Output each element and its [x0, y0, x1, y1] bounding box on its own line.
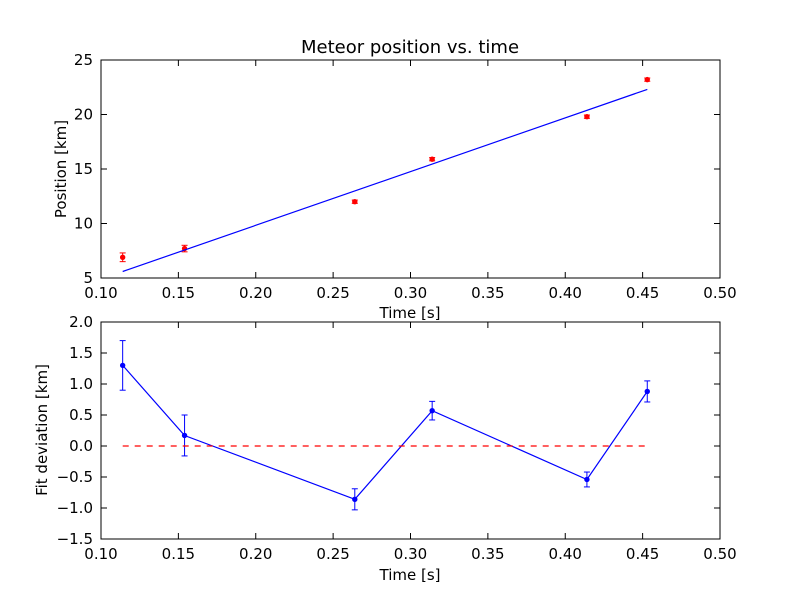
y-tick-label: 15: [74, 160, 93, 178]
x-tick-label: 0.50: [703, 284, 736, 302]
y-tick-label: 0.0: [69, 437, 93, 455]
y-tick-label: 25: [74, 51, 93, 69]
y-tick-label: 2.0: [69, 313, 93, 331]
y-tick-label: 20: [74, 106, 93, 124]
x-tick-label: 0.15: [162, 545, 195, 563]
x-tick-label: 0.35: [471, 545, 504, 563]
plot-frame: [100, 321, 721, 540]
position-chart: Meteor position vs. time 0.10 0.15 0.20 0.2…: [52, 37, 737, 322]
data-point: [584, 113, 590, 120]
data-point: [352, 199, 358, 205]
data-point: [119, 254, 126, 260]
x-tick-label: 0.50: [703, 545, 736, 563]
series-line: [122, 88, 648, 273]
x-tick-label: 0.25: [316, 284, 349, 302]
x-axis-label: Time [s]: [379, 304, 441, 322]
data-point: [352, 496, 358, 503]
x-tick-label: 0.15: [162, 284, 195, 302]
y-axis-label: Position [km]: [52, 120, 70, 218]
data-point: [584, 476, 590, 483]
series-line: [122, 365, 648, 501]
y-tick-label: −1.5: [57, 530, 93, 548]
data-point: [429, 156, 435, 162]
plot-frame: [100, 59, 721, 279]
x-tick-label: 0.40: [549, 284, 582, 302]
y-tick-label: 1.5: [69, 344, 93, 362]
x-tick-label: 0.20: [239, 284, 272, 302]
data-point: [181, 432, 188, 439]
y-tick-label: 0.5: [69, 406, 93, 424]
y-tick-label: 5: [83, 269, 93, 287]
x-tick-label: 0.20: [239, 545, 272, 563]
data-point: [119, 362, 126, 369]
y-tick-label: 1.0: [69, 375, 93, 393]
x-tick-label: 0.25: [316, 545, 349, 563]
x-tick-label: 0.30: [394, 545, 427, 563]
x-tick-label: 0.10: [84, 284, 117, 302]
x-axis-label: Time [s]: [379, 566, 441, 584]
x-tick-label: 0.10: [84, 545, 117, 563]
data-point: [644, 76, 650, 83]
x-tick-label: 0.30: [394, 284, 427, 302]
y-axis-label: Fit deviation [km]: [33, 364, 51, 496]
chart-title: Meteor position vs. time: [301, 37, 519, 58]
data-point: [644, 388, 650, 395]
x-tick-label: 0.45: [626, 545, 659, 563]
y-tick-label: 10: [74, 215, 93, 233]
x-tick-label: 0.40: [549, 545, 582, 563]
y-tick-label: −1.0: [57, 499, 93, 517]
fit-deviation-chart: 0.10 0.15 0.20 0.25 0.30 0.35 0.40 0.45 0.50 −1.5…: [33, 313, 737, 584]
data-point: [429, 407, 435, 414]
x-tick-label: 0.35: [471, 284, 504, 302]
y-tick-label: −0.5: [57, 468, 93, 486]
x-tick-label: 0.45: [626, 284, 659, 302]
